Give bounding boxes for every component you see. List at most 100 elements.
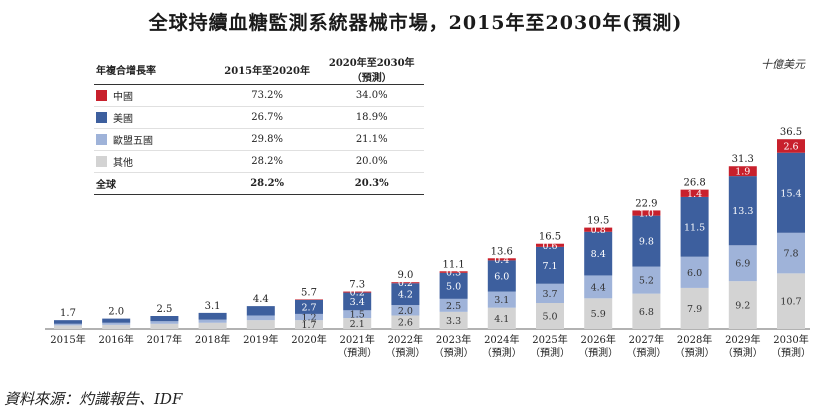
x-tick-sublabel: （預測） xyxy=(482,346,522,359)
bar-segment xyxy=(295,313,323,321)
legend-label-china: 中國 xyxy=(113,92,133,103)
bar-segment xyxy=(150,321,179,324)
bar-segment xyxy=(632,210,661,216)
cagr-header-label: 年複合增長率 xyxy=(94,54,215,85)
x-tick-label: 2024年 xyxy=(484,333,519,346)
bar-segment xyxy=(777,139,805,153)
x-tick-sublabel: （預測） xyxy=(771,346,811,359)
total-label: 3.1 xyxy=(205,301,221,312)
cagr-row-others: 其他 28.2% 20.0% xyxy=(94,150,424,173)
segment-label: 2.7 xyxy=(301,302,316,313)
total-label: 13.6 xyxy=(491,246,513,257)
bar-segment xyxy=(343,291,372,293)
x-tick-label: 2017年 xyxy=(147,333,182,346)
legend-swatch-us xyxy=(96,112,107,123)
segment-label: 1.7 xyxy=(301,320,316,331)
cagr-row-global: 全球 28.2% 20.3% xyxy=(94,172,424,195)
cagr-value: 73.2% xyxy=(214,84,320,107)
cagr-value: 28.2% xyxy=(214,172,320,195)
x-tick-sublabel: （預測） xyxy=(578,346,618,359)
cagr-value: 18.9% xyxy=(319,106,424,129)
total-label: 16.5 xyxy=(539,232,561,243)
segment-label: 8.4 xyxy=(591,249,606,260)
segment-label: 7.8 xyxy=(783,249,798,260)
segment-label: 3.3 xyxy=(446,316,461,327)
cagr-row-eu5: 歐盟五國 29.8% 21.1% xyxy=(94,128,424,151)
cagr-header-row: 年複合增長率 2015年至2020年 2020年至2030年（預測） xyxy=(94,54,424,85)
bar-segment xyxy=(728,176,757,246)
x-tick-label: 2027年 xyxy=(629,333,664,346)
legend-label-eu5: 歐盟五國 xyxy=(113,136,153,147)
bar-segment xyxy=(487,260,516,292)
segment-label: 3.4 xyxy=(350,297,365,308)
bar-segment xyxy=(198,312,227,320)
bar-segment xyxy=(150,316,179,322)
bar-segment xyxy=(439,311,468,329)
chart-title: 全球持續血糖監測系統器械市場，2015年至2030年(預測) xyxy=(148,12,683,34)
total-label: 4.4 xyxy=(253,294,269,305)
total-label: 1.7 xyxy=(60,308,76,319)
x-tick-label: 2023年 xyxy=(436,333,471,346)
bar-segment xyxy=(680,287,709,329)
total-label: 31.3 xyxy=(732,154,754,165)
total-label: 9.0 xyxy=(397,270,413,281)
bar-segment xyxy=(487,307,516,329)
bar-segment xyxy=(777,152,805,233)
segment-label: 1.2 xyxy=(301,313,316,324)
segment-label: 0.6 xyxy=(542,241,557,252)
segment-label: 1.9 xyxy=(735,167,750,178)
x-tick-sublabel: （預測） xyxy=(530,346,570,359)
segment-label: 6.8 xyxy=(639,307,654,318)
bar-segment xyxy=(777,273,805,329)
x-tick-label: 2016年 xyxy=(98,333,133,346)
bar-segment xyxy=(246,306,275,316)
x-tick-label: 2030年 xyxy=(773,333,808,346)
segment-label: 10.7 xyxy=(780,297,801,308)
cagr-value: 20.3% xyxy=(319,172,424,195)
bar-segment xyxy=(536,303,564,329)
source-note: 資料來源：灼識報告、IDF xyxy=(4,390,183,408)
bar-segment xyxy=(536,246,564,284)
bar-segment xyxy=(343,292,372,311)
bar-segment xyxy=(584,227,613,232)
segment-label: 4.2 xyxy=(398,290,413,301)
total-label: 2.5 xyxy=(156,304,172,315)
segment-label: 6.0 xyxy=(687,268,702,279)
bar-segment xyxy=(198,319,227,323)
bar-segment xyxy=(487,258,516,261)
total-label: 11.1 xyxy=(442,259,464,270)
bar-segment xyxy=(632,215,661,267)
cagr-value: 29.8% xyxy=(214,128,320,151)
x-tick-label: 2029年 xyxy=(725,333,760,346)
x-tick-sublabel: （預測） xyxy=(337,346,377,359)
bar-segment xyxy=(54,323,82,326)
x-tick-sublabel: （預測） xyxy=(675,346,715,359)
bar-segment xyxy=(728,245,757,282)
x-tick-sublabel: （預測） xyxy=(385,346,425,359)
total-label: 2.0 xyxy=(108,307,124,318)
bar-segment xyxy=(487,291,516,308)
segment-label: 0.4 xyxy=(494,255,509,266)
bar-segment xyxy=(198,322,227,329)
x-tick-label: 2019年 xyxy=(243,333,278,346)
segment-label: 7.1 xyxy=(542,261,557,272)
x-tick-label: 2022年 xyxy=(388,333,423,346)
total-label: 5.7 xyxy=(301,287,317,298)
segment-label: 2.0 xyxy=(398,306,413,317)
segment-label: 2.6 xyxy=(783,141,798,152)
segment-label: 6.0 xyxy=(494,271,509,282)
cagr-header-2020-2030: 2020年至2030年（預測） xyxy=(319,54,424,85)
x-tick-label: 2018年 xyxy=(195,333,230,346)
bar-segment xyxy=(102,322,131,325)
bar-segment xyxy=(391,305,420,316)
cagr-row-us: 美國 26.7% 18.9% xyxy=(94,106,424,129)
segment-label: 1.4 xyxy=(687,189,702,200)
bar-segment xyxy=(54,325,82,329)
total-label: 19.5 xyxy=(587,216,609,227)
total-label: 36.5 xyxy=(780,127,802,138)
bar-segment xyxy=(295,320,323,329)
segment-label: 1.0 xyxy=(639,209,654,220)
bar-segment xyxy=(391,315,420,329)
bar-segment xyxy=(439,271,468,273)
bar-segment xyxy=(728,281,757,329)
